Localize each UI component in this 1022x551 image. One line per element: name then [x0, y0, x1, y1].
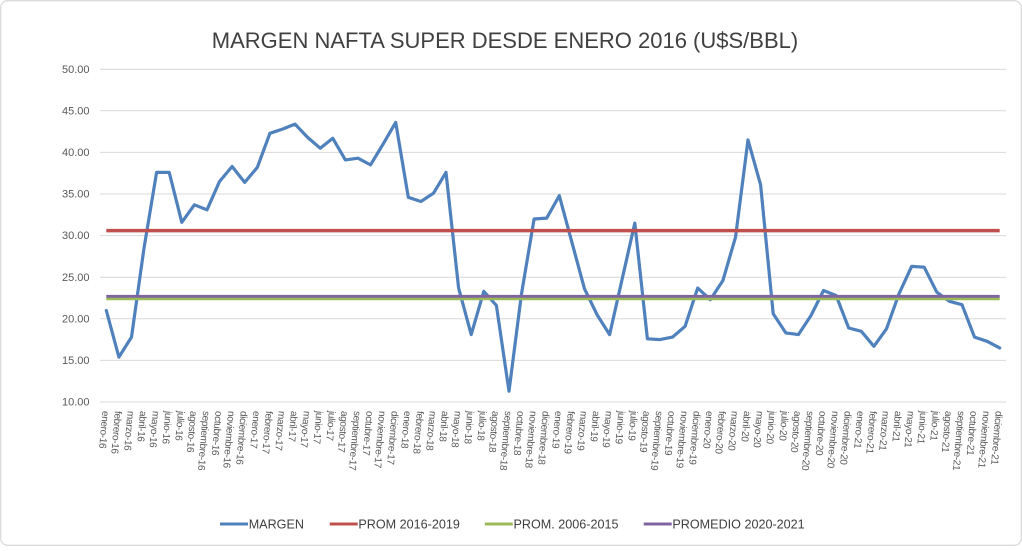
svg-text:marzo-21: marzo-21	[876, 411, 890, 452]
svg-text:abril-17: abril-17	[285, 411, 299, 443]
svg-text:enero-17: enero-17	[247, 411, 261, 450]
svg-text:PROMEDIO 2020-2021: PROMEDIO 2020-2021	[672, 518, 804, 532]
svg-text:julio-21: julio-21	[927, 410, 941, 442]
svg-text:50.00: 50.00	[62, 64, 90, 76]
svg-text:noviembre-18: noviembre-18	[522, 411, 538, 469]
svg-text:septiembre-21: septiembre-21	[950, 411, 966, 472]
svg-text:noviembre-17: noviembre-17	[371, 411, 387, 469]
svg-text:junio-18: junio-18	[461, 410, 475, 445]
svg-text:febrero-17: febrero-17	[259, 411, 274, 455]
svg-text:10.00: 10.00	[62, 397, 90, 409]
svg-text:PROM 2016-2019: PROM 2016-2019	[358, 518, 460, 532]
svg-text:febrero-16: febrero-16	[108, 411, 123, 455]
svg-text:diciembre-18: diciembre-18	[535, 411, 551, 466]
svg-text:febrero-20: febrero-20	[712, 411, 727, 455]
svg-text:agosto-21: agosto-21	[939, 411, 954, 454]
svg-text:mayo-16: mayo-16	[146, 411, 160, 449]
svg-text:abril-21: abril-21	[889, 411, 903, 443]
svg-text:marzo-18: marzo-18	[423, 411, 437, 452]
svg-text:enero-16: enero-16	[96, 411, 110, 450]
svg-text:agosto-17: agosto-17	[335, 411, 350, 454]
svg-text:julio-18: julio-18	[474, 410, 488, 442]
svg-text:mayo-20: mayo-20	[750, 411, 764, 449]
svg-text:julio-17: julio-17	[323, 410, 337, 442]
svg-text:noviembre-19: noviembre-19	[673, 411, 689, 469]
svg-text:julio-19: julio-19	[625, 410, 639, 442]
svg-text:junio-20: junio-20	[763, 410, 777, 445]
svg-text:febrero-21: febrero-21	[863, 411, 878, 455]
svg-text:noviembre-16: noviembre-16	[220, 411, 236, 469]
svg-text:mayo-21: mayo-21	[901, 411, 915, 449]
svg-text:enero-20: enero-20	[700, 411, 714, 450]
svg-text:octubre-21: octubre-21	[964, 411, 979, 457]
svg-text:30.00: 30.00	[62, 230, 90, 242]
svg-text:mayo-17: mayo-17	[297, 411, 311, 449]
svg-text:enero-19: enero-19	[549, 411, 563, 450]
svg-text:septiembre-17: septiembre-17	[346, 411, 362, 472]
svg-text:marzo-17: marzo-17	[272, 411, 286, 452]
svg-text:PROM. 2006-2015: PROM. 2006-2015	[514, 518, 619, 532]
svg-text:15.00: 15.00	[62, 355, 90, 367]
svg-text:febrero-18: febrero-18	[410, 411, 425, 455]
svg-text:marzo-20: marzo-20	[725, 411, 739, 452]
svg-text:febrero-19: febrero-19	[561, 411, 576, 455]
svg-text:marzo-16: marzo-16	[121, 411, 135, 452]
svg-text:diciembre-16: diciembre-16	[233, 411, 249, 466]
svg-text:junio-16: junio-16	[159, 410, 173, 445]
svg-text:agosto-20: agosto-20	[788, 411, 803, 454]
svg-text:agosto-19: agosto-19	[637, 411, 652, 454]
svg-text:septiembre-16: septiembre-16	[195, 411, 211, 472]
svg-text:abril-19: abril-19	[587, 411, 601, 443]
svg-text:octubre-20: octubre-20	[813, 411, 828, 457]
svg-text:octubre-18: octubre-18	[511, 411, 526, 457]
svg-text:MARGEN: MARGEN	[249, 518, 304, 532]
svg-text:agosto-16: agosto-16	[184, 411, 199, 454]
svg-text:noviembre-21: noviembre-21	[975, 411, 991, 469]
svg-text:septiembre-19: septiembre-19	[648, 411, 664, 472]
svg-text:octubre-19: octubre-19	[662, 411, 677, 457]
svg-text:45.00: 45.00	[62, 105, 90, 117]
svg-text:MARGEN NAFTA SUPER DESDE ENERO: MARGEN NAFTA SUPER DESDE ENERO 2016 (U$S…	[212, 28, 798, 53]
svg-text:septiembre-18: septiembre-18	[497, 411, 513, 472]
svg-text:diciembre-19: diciembre-19	[686, 411, 702, 466]
svg-text:20.00: 20.00	[62, 313, 90, 325]
svg-text:enero-21: enero-21	[851, 411, 865, 450]
svg-text:25.00: 25.00	[62, 272, 90, 284]
svg-text:octubre-16: octubre-16	[209, 411, 224, 457]
svg-text:mayo-18: mayo-18	[448, 411, 462, 449]
svg-text:junio-21: junio-21	[914, 410, 928, 445]
svg-text:diciembre-17: diciembre-17	[384, 411, 400, 466]
svg-text:octubre-17: octubre-17	[360, 411, 375, 457]
svg-text:enero-18: enero-18	[398, 411, 412, 450]
svg-text:diciembre-21: diciembre-21	[988, 411, 1004, 466]
svg-text:junio-19: junio-19	[612, 410, 626, 445]
svg-text:julio-20: julio-20	[776, 410, 790, 442]
svg-text:abril-20: abril-20	[738, 411, 752, 443]
svg-text:mayo-19: mayo-19	[599, 411, 613, 449]
svg-text:diciembre-20: diciembre-20	[837, 411, 853, 466]
svg-text:35.00: 35.00	[62, 189, 90, 201]
svg-text:abril-16: abril-16	[134, 411, 148, 443]
svg-text:40.00: 40.00	[62, 147, 90, 159]
svg-text:noviembre-20: noviembre-20	[824, 411, 840, 469]
svg-text:agosto-18: agosto-18	[486, 411, 501, 454]
svg-text:junio-17: junio-17	[310, 410, 324, 445]
svg-text:marzo-19: marzo-19	[574, 411, 588, 452]
svg-text:julio-16: julio-16	[172, 410, 186, 442]
svg-text:septiembre-20: septiembre-20	[799, 411, 815, 472]
svg-text:abril-18: abril-18	[436, 411, 450, 443]
